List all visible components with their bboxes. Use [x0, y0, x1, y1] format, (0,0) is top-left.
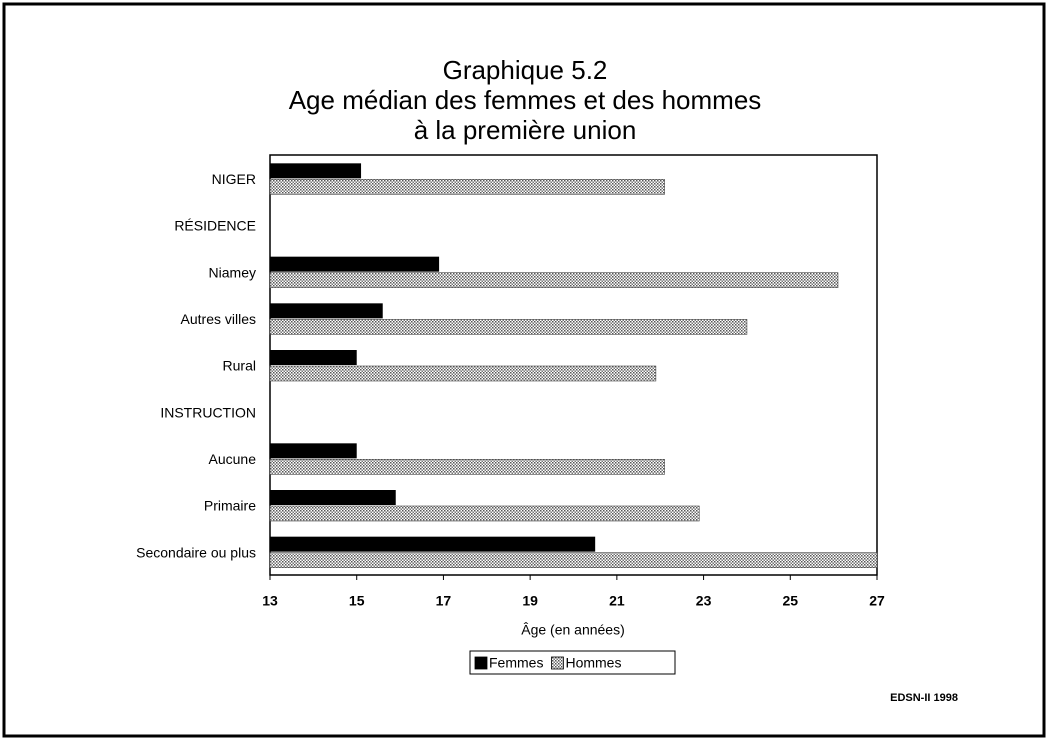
bar — [270, 536, 596, 552]
x-tick-label: 17 — [436, 593, 452, 609]
legend-swatch — [474, 656, 488, 670]
bar — [269, 179, 665, 195]
bar — [270, 303, 383, 319]
x-tick-label: 19 — [522, 593, 538, 609]
bar — [269, 319, 748, 335]
bar — [270, 490, 396, 505]
bar — [270, 163, 362, 179]
y-tick-label: RÉSIDENCE — [174, 218, 256, 234]
bar — [269, 552, 878, 568]
legend-label: Femmes — [489, 655, 543, 671]
y-tick-label: INSTRUCTION — [160, 404, 256, 420]
legend-box — [469, 650, 676, 675]
y-tick-label: Primaire — [204, 498, 256, 514]
bar — [270, 256, 440, 272]
bar — [269, 365, 657, 382]
bar — [270, 350, 357, 365]
x-tick-label: 27 — [869, 593, 885, 609]
bar — [269, 459, 665, 475]
x-axis-label: Âge (en années) — [521, 622, 625, 638]
chart-title: à la première union — [414, 115, 637, 145]
y-tick-label: Rural — [223, 358, 256, 374]
legend-swatch — [551, 656, 564, 670]
y-tick-label: Secondaire ou plus — [136, 544, 256, 560]
chart-title: Age médian des femmes et des hommes — [289, 85, 762, 115]
x-tick-label: 23 — [696, 593, 712, 609]
bar — [269, 505, 700, 522]
y-tick-label: NIGER — [212, 171, 256, 187]
x-tick-label: 25 — [782, 593, 798, 609]
source: EDSN-II 1998 — [890, 692, 958, 704]
x-tick-label: 13 — [262, 593, 278, 609]
y-tick-label: Aucune — [209, 451, 257, 467]
x-tick-label: 15 — [349, 593, 365, 609]
chart-title: Graphique 5.2 — [443, 55, 608, 85]
bar — [270, 443, 357, 459]
x-tick-label: 21 — [609, 593, 625, 609]
y-tick-label: Autres villes — [181, 311, 256, 327]
y-tick-label: Niamey — [209, 264, 256, 280]
legend-label: Hommes — [565, 655, 621, 671]
bar — [269, 272, 839, 288]
